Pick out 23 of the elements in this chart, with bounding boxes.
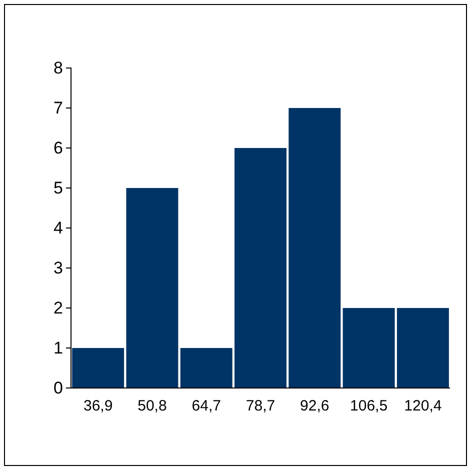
x-tick-label: 92,6 xyxy=(300,398,330,415)
bar xyxy=(396,308,449,388)
x-tick-label: 106,5 xyxy=(350,398,388,415)
x-tick-label: 36,9 xyxy=(83,398,113,415)
x-tick-label: 120,4 xyxy=(404,398,442,415)
bar xyxy=(72,348,124,388)
y-tick-label: 8 xyxy=(54,58,63,78)
y-tick-label: 5 xyxy=(54,178,63,198)
bar xyxy=(126,188,178,388)
y-tick-label: 1 xyxy=(54,338,63,358)
bar xyxy=(234,148,286,388)
y-tick-label: 4 xyxy=(54,218,63,238)
bar xyxy=(288,108,341,388)
bar xyxy=(180,348,232,388)
y-tick-label: 3 xyxy=(54,258,63,278)
x-tick-label: 78,7 xyxy=(246,398,276,415)
bar xyxy=(342,308,395,388)
y-tick-label: 7 xyxy=(54,98,63,118)
x-tick-label: 50,8 xyxy=(138,398,167,415)
x-tick-label: 64,7 xyxy=(192,398,221,415)
y-tick-label: 0 xyxy=(54,378,63,398)
y-tick-label: 2 xyxy=(54,298,63,318)
y-tick-label: 6 xyxy=(54,138,63,158)
